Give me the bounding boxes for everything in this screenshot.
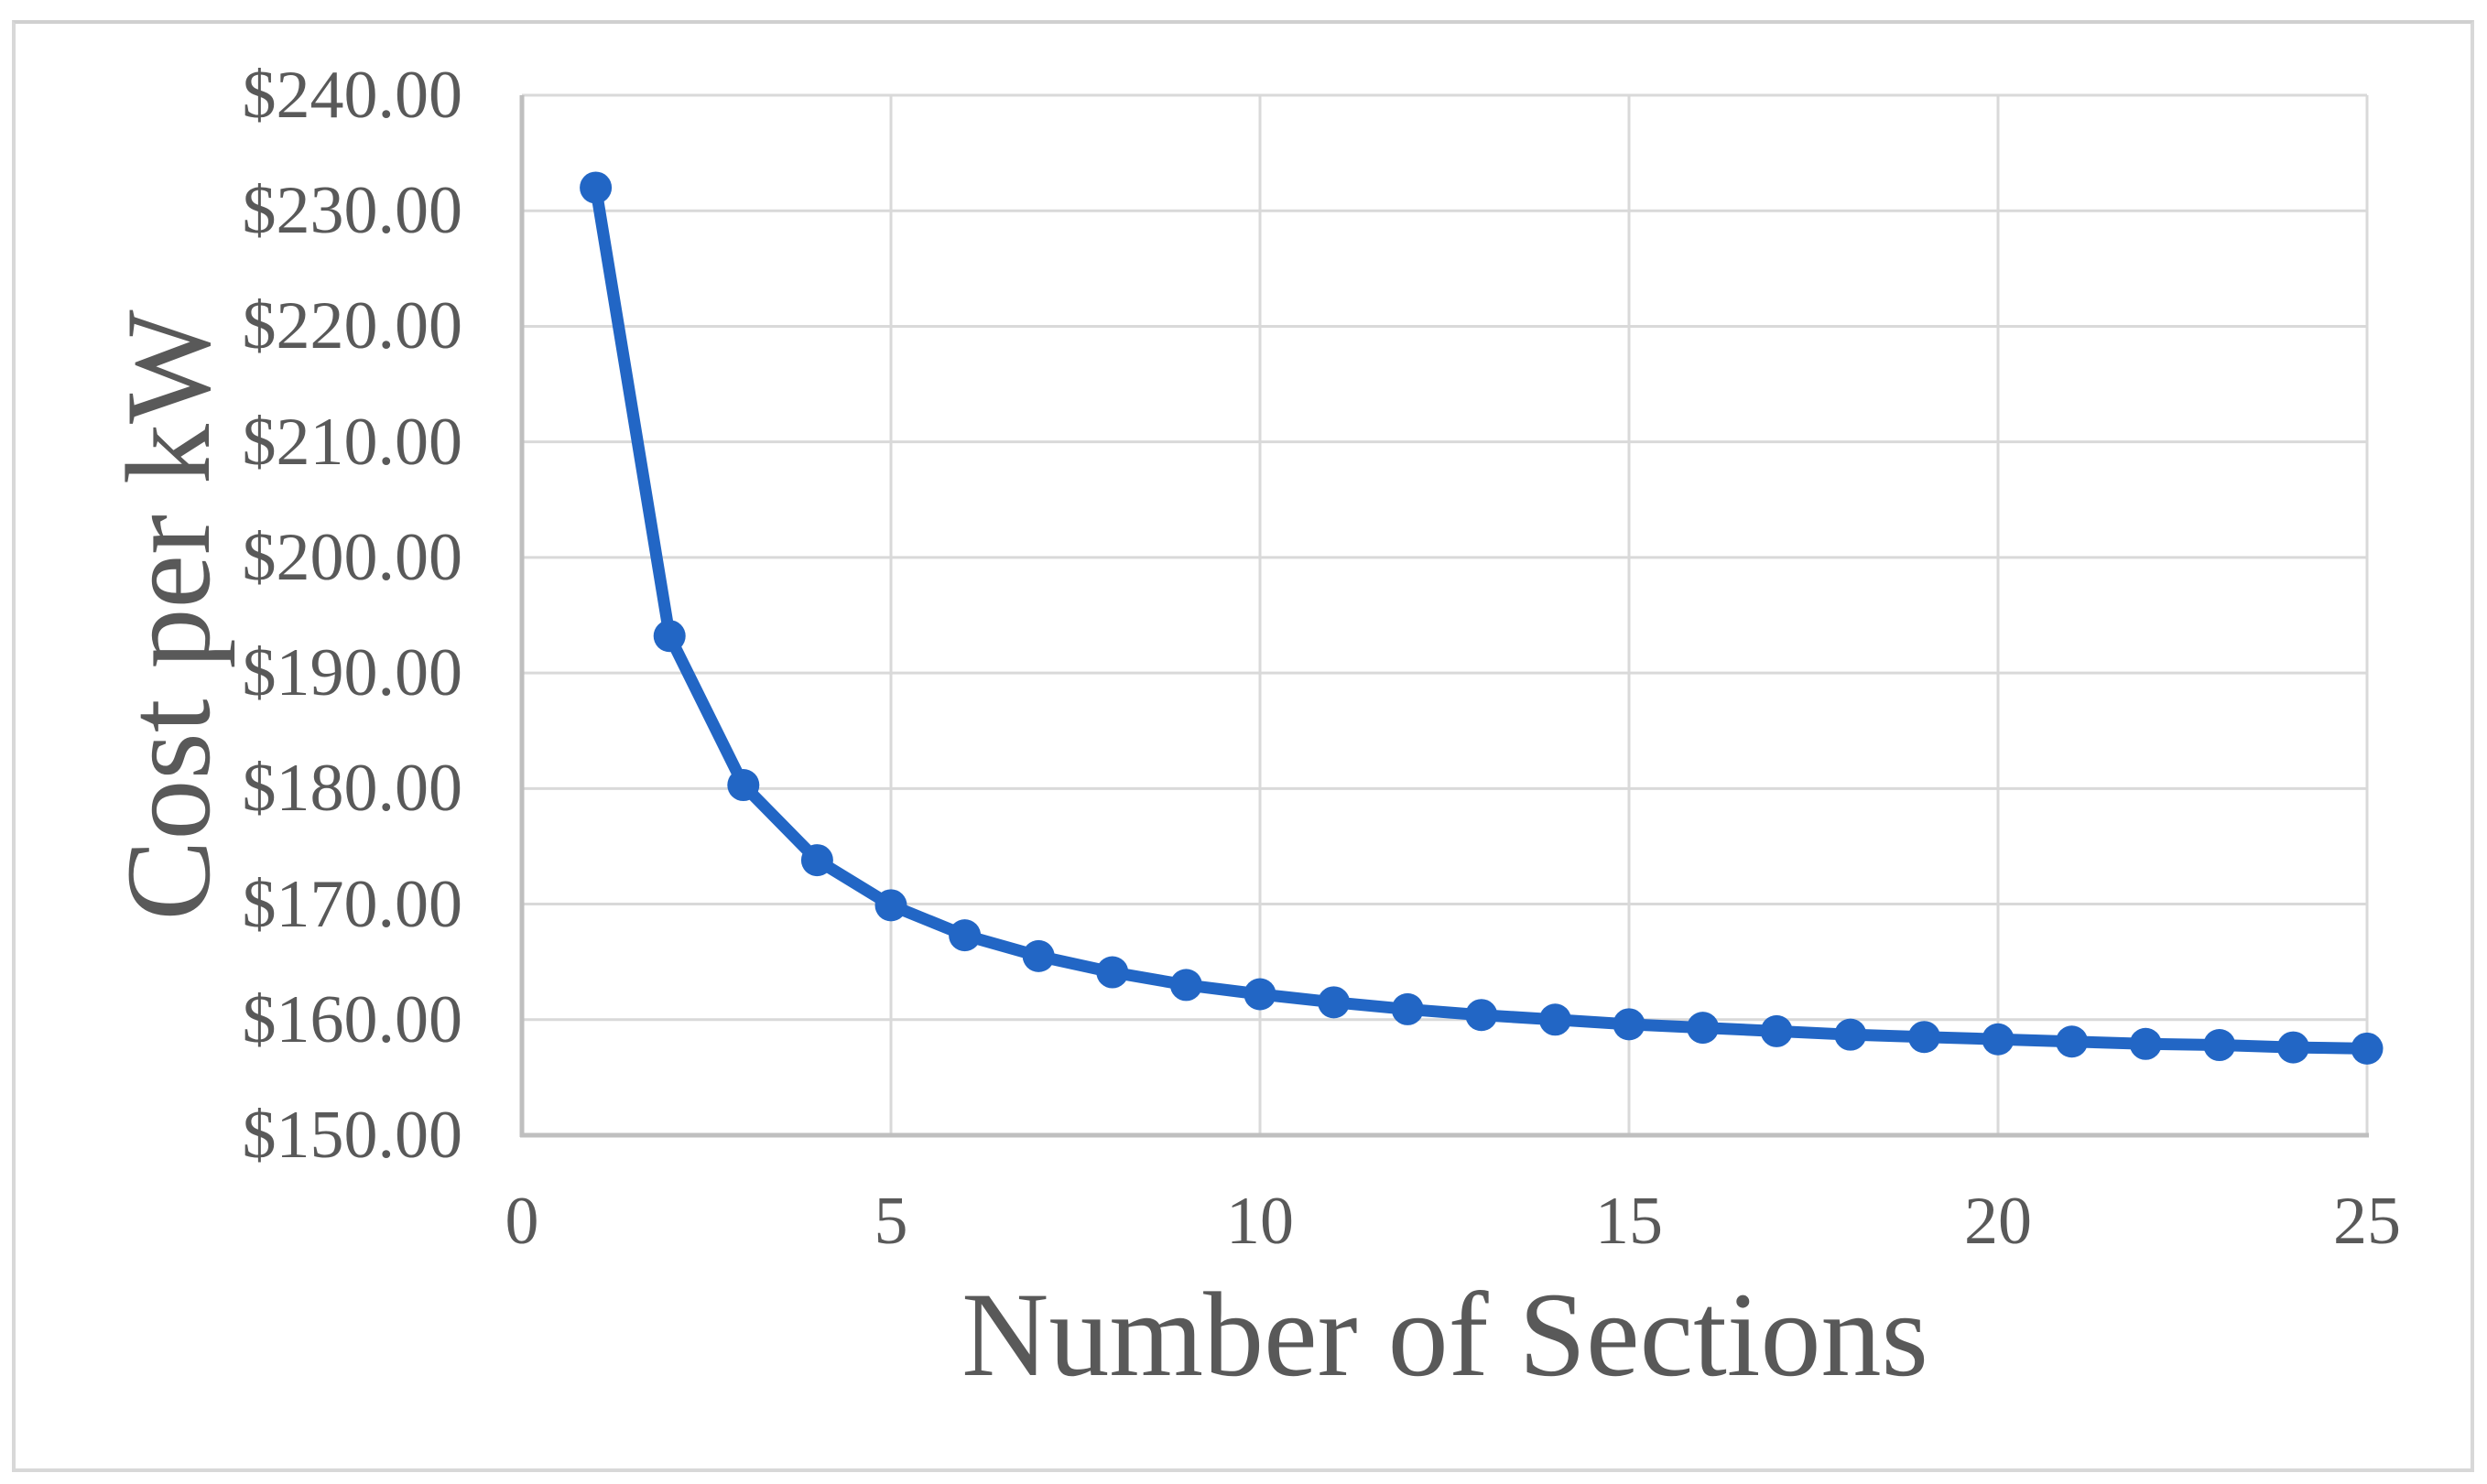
x-axis-tick-label: 5 (874, 1184, 908, 1259)
data-point-marker (580, 171, 613, 204)
x-axis-tick-label: 10 (1226, 1184, 1294, 1259)
data-point-marker (2129, 1027, 2162, 1060)
axis-lines (519, 95, 2369, 1138)
y-axis-tick-label: $190.00 (242, 635, 463, 711)
data-point-marker (1760, 1014, 1793, 1047)
series-cost-per-kw (580, 171, 2384, 1065)
y-axis-tick-label: $200.00 (242, 519, 463, 595)
data-point-marker (1834, 1018, 1867, 1051)
y-axis-tick-label: $180.00 (242, 751, 463, 827)
data-point-marker (949, 919, 982, 952)
y-axis-tick-label: $160.00 (242, 981, 463, 1057)
data-point-marker (1687, 1012, 1720, 1045)
data-point-marker (1613, 1008, 1645, 1041)
data-point-marker (727, 769, 760, 802)
x-axis-tick-label: 25 (2333, 1184, 2401, 1259)
data-point-marker (1465, 999, 1498, 1032)
y-axis-title: Cost per kW (101, 309, 235, 921)
data-point-marker (2351, 1032, 2384, 1065)
data-point-marker (1169, 969, 1202, 1002)
data-point-marker (874, 889, 907, 922)
data-point-marker (1022, 939, 1055, 972)
x-axis-tick-label: 0 (505, 1184, 539, 1259)
data-point-marker (1538, 1003, 1571, 1036)
data-point-marker (1907, 1021, 1940, 1054)
series-line (590, 181, 2373, 1055)
y-axis-tick-label: $150.00 (242, 1098, 463, 1173)
data-point-marker (1096, 956, 1129, 989)
x-axis-tick-label: 15 (1595, 1184, 1663, 1259)
y-axis-tick-label: $170.00 (242, 866, 463, 942)
data-point-marker (1318, 986, 1351, 1019)
data-point-marker (653, 620, 686, 653)
x-axis-tick-label: 20 (1964, 1184, 2032, 1259)
data-point-marker (1244, 978, 1276, 1011)
x-axis-title: Number of Sections (961, 1267, 1928, 1402)
data-point-marker (2056, 1025, 2089, 1058)
y-axis-tick-label: $210.00 (242, 404, 463, 480)
data-point-marker (2276, 1031, 2309, 1064)
data-point-marker (1391, 992, 1424, 1025)
data-point-marker (2203, 1029, 2236, 1062)
y-axis-tick-label: $230.00 (242, 173, 463, 249)
gridlines (522, 93, 2369, 1135)
y-axis-tick-label: $240.00 (242, 58, 463, 133)
data-point-marker (800, 844, 833, 877)
y-axis-tick-label: $220.00 (242, 288, 463, 364)
data-point-marker (1982, 1023, 2015, 1056)
